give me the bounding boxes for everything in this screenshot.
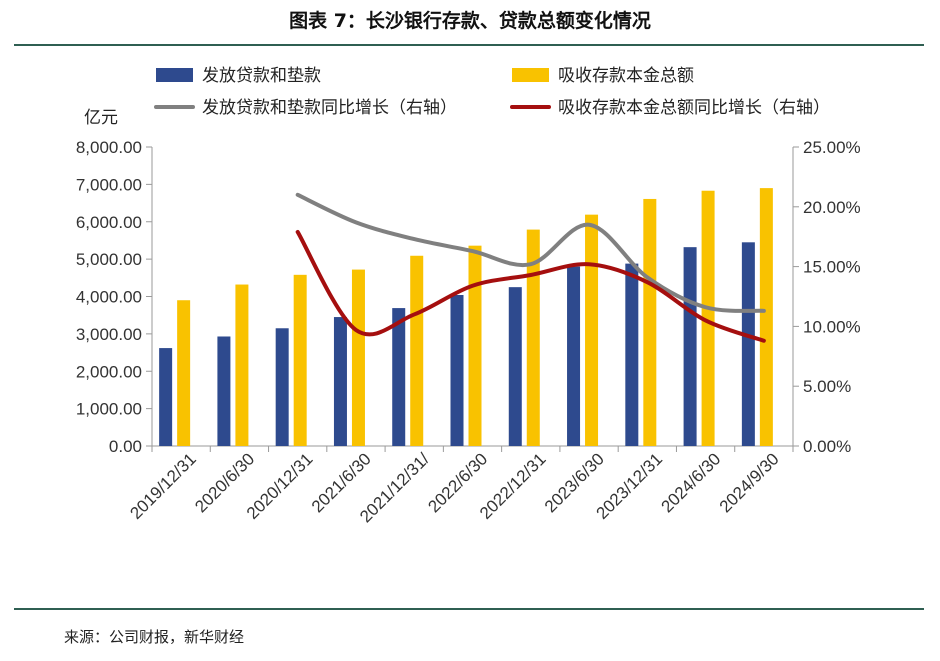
bar-loans <box>683 247 697 446</box>
legend-label: 吸收存款本金总额 <box>558 66 694 86</box>
right-axis-tick-label: 0.00% <box>803 437 851 456</box>
bar-deposits <box>585 214 599 446</box>
bar-loans <box>217 336 231 446</box>
bar-loans <box>567 266 581 446</box>
left-axis-tick-label: 3,000.00 <box>76 325 142 344</box>
line-deposit-growth <box>295 229 766 343</box>
y-axis-unit: 亿元 <box>84 108 118 128</box>
left-axis-tick-label: 0.00 <box>109 437 142 456</box>
left-axis-tick-label: 8,000.00 <box>76 138 142 157</box>
left-axis-tick-label: 5,000.00 <box>76 250 142 269</box>
bar-deposits <box>235 284 249 446</box>
bar-loans <box>159 348 173 446</box>
bar-loans <box>625 263 639 446</box>
bar-deposits <box>293 274 307 446</box>
left-axis-tick-label: 1,000.00 <box>76 400 142 419</box>
bar-loans <box>508 287 522 446</box>
x-axis-tick-label: 2019/12/31 <box>126 449 200 523</box>
chart-title: 图表 7：长沙银行存款、贷款总额变化情况 <box>289 10 651 32</box>
legend-label: 发放贷款和垫款同比增长（右轴） <box>202 98 457 118</box>
bar-deposits <box>526 229 540 446</box>
left-axis-tick-label: 2,000.00 <box>76 362 142 381</box>
legend-swatch <box>156 68 193 82</box>
bar-loans <box>450 295 464 446</box>
right-axis-tick-label: 10.00% <box>803 317 861 336</box>
bar-loans <box>392 308 406 446</box>
bar-loans <box>741 242 755 446</box>
bottom-divider <box>14 608 924 610</box>
bar-loans <box>275 328 289 446</box>
line-loan-growth <box>295 192 766 313</box>
bar-deposits <box>759 188 773 447</box>
legend-swatch <box>512 68 549 82</box>
bar-deposits <box>701 190 715 446</box>
bar-deposits <box>177 300 191 446</box>
left-axis-tick-label: 7,000.00 <box>76 175 142 194</box>
right-axis-tick-label: 5.00% <box>803 377 851 396</box>
bar-loans <box>333 317 347 446</box>
left-axis-tick-label: 6,000.00 <box>76 213 142 232</box>
left-axis-tick-label: 4,000.00 <box>76 288 142 307</box>
x-axis-tick-label: 2024/6/30 <box>657 449 724 516</box>
right-axis-tick-label: 25.00% <box>803 138 861 157</box>
source-note: 来源：公司财报，新华财经 <box>64 628 245 646</box>
right-axis-tick-label: 20.00% <box>803 198 861 217</box>
bar-deposits <box>643 198 657 446</box>
top-divider <box>14 44 924 46</box>
bar-deposits <box>468 245 482 446</box>
x-axis-tick-label: 2024/9/30 <box>716 449 783 516</box>
bar-deposits <box>410 255 424 446</box>
right-axis-tick-label: 15.00% <box>803 258 861 277</box>
legend-label: 发放贷款和垫款 <box>202 66 321 86</box>
bar-deposits <box>351 269 365 446</box>
legend-label: 吸收存款本金总额同比增长（右轴） <box>558 98 830 118</box>
